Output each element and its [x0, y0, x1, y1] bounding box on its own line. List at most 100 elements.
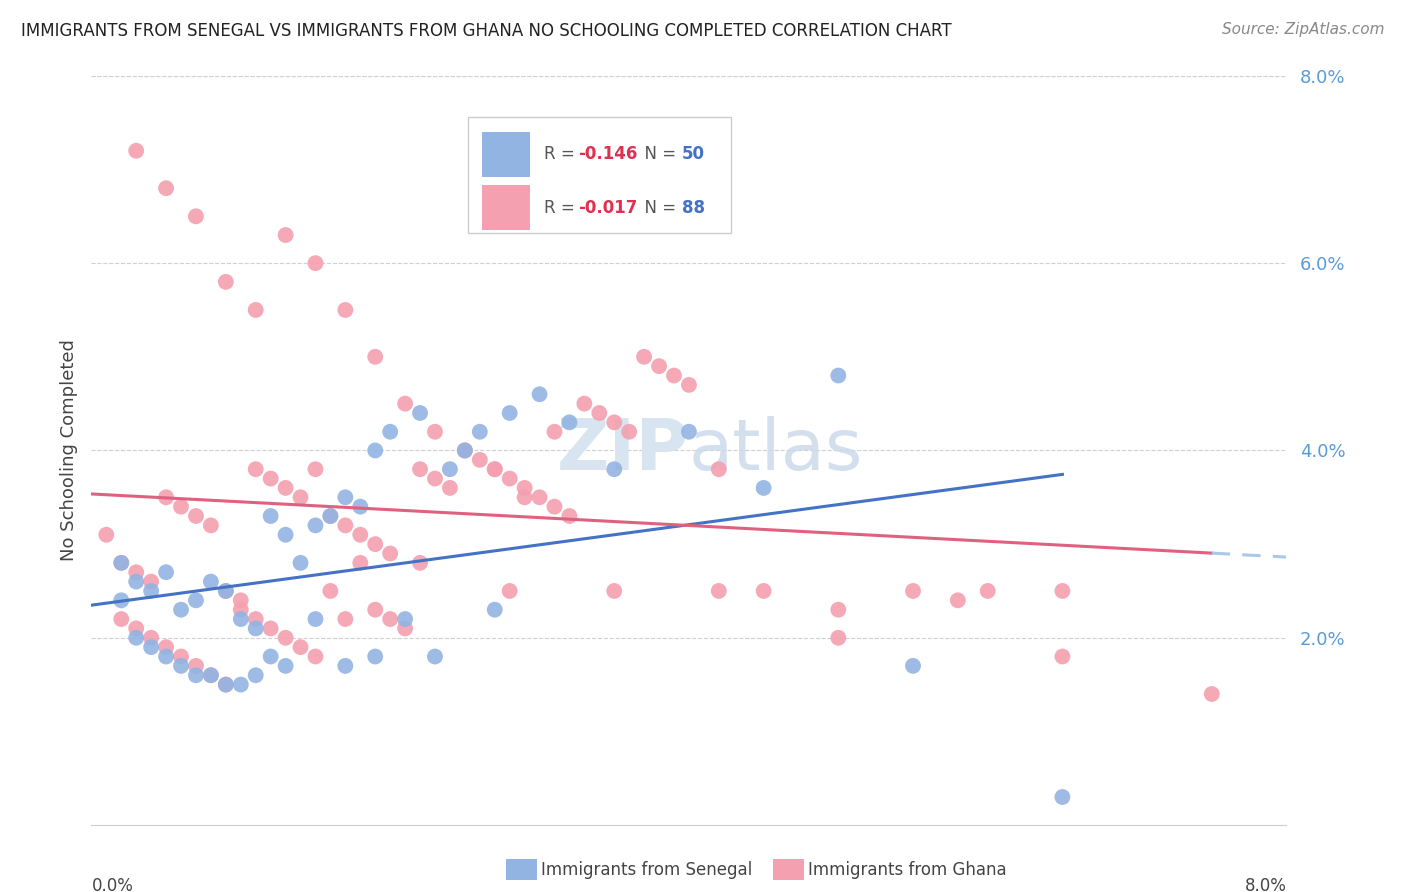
Point [529, 387, 551, 401]
Point [707, 583, 730, 598]
Point [319, 508, 342, 523]
Point [1052, 790, 1074, 805]
Point [648, 359, 671, 373]
Point [96, 527, 118, 541]
Point [364, 603, 387, 617]
Point [454, 443, 477, 458]
Point [184, 209, 207, 223]
Text: IMMIGRANTS FROM SENEGAL VS IMMIGRANTS FROM GHANA NO SCHOOLING COMPLETED CORRELAT: IMMIGRANTS FROM SENEGAL VS IMMIGRANTS FR… [21, 22, 952, 40]
Point [304, 462, 326, 476]
Point [678, 425, 700, 439]
Point [558, 415, 581, 429]
Text: N =: N = [634, 145, 682, 163]
Point [423, 649, 446, 664]
Point [319, 583, 342, 598]
Point [349, 500, 371, 514]
Point [170, 603, 193, 617]
Point [141, 574, 162, 589]
Point [170, 658, 193, 673]
Point [378, 425, 402, 439]
Point [394, 612, 416, 626]
Point [304, 649, 326, 664]
Point [901, 583, 924, 598]
Point [588, 406, 610, 420]
Text: 8.0%: 8.0% [1244, 877, 1286, 892]
Point [229, 678, 252, 692]
Point [543, 425, 565, 439]
Text: atlas: atlas [689, 416, 863, 485]
Point [215, 678, 238, 692]
Point [364, 443, 387, 458]
Point [454, 443, 477, 458]
Point [574, 396, 596, 410]
Point [170, 649, 193, 664]
Point [155, 181, 177, 195]
FancyBboxPatch shape [468, 117, 731, 233]
Point [423, 425, 446, 439]
Point [335, 302, 357, 317]
Point [752, 481, 775, 495]
Point [170, 500, 193, 514]
Point [946, 593, 969, 607]
Point [274, 481, 297, 495]
Point [245, 612, 267, 626]
Point [200, 668, 222, 682]
Point [498, 406, 520, 420]
Point [290, 640, 312, 655]
Point [335, 612, 357, 626]
Point [827, 368, 849, 383]
Point [468, 452, 491, 467]
Text: 0.0%: 0.0% [91, 877, 134, 892]
Point [259, 471, 281, 485]
Text: Immigrants from Ghana: Immigrants from Ghana [808, 861, 1007, 879]
Point [423, 471, 446, 485]
Y-axis label: No Schooling Completed: No Schooling Completed [59, 340, 77, 561]
Point [543, 500, 565, 514]
Point [484, 462, 506, 476]
Point [141, 583, 162, 598]
Point [335, 658, 357, 673]
Point [1201, 687, 1223, 701]
Point [200, 574, 222, 589]
Point [364, 350, 387, 364]
Point [125, 574, 148, 589]
Point [335, 490, 357, 504]
Point [498, 471, 520, 485]
Point [184, 668, 207, 682]
Point [259, 621, 281, 635]
Point [394, 621, 416, 635]
Point [110, 556, 132, 570]
Point [529, 490, 551, 504]
Point [155, 649, 177, 664]
Point [633, 350, 655, 364]
Point [304, 612, 326, 626]
Point [125, 144, 148, 158]
Point [155, 566, 177, 580]
Point [378, 612, 402, 626]
Point [901, 658, 924, 673]
Point [200, 518, 222, 533]
Point [513, 481, 536, 495]
Point [439, 481, 461, 495]
Point [274, 631, 297, 645]
Point [349, 556, 371, 570]
Bar [482, 186, 530, 230]
Point [513, 490, 536, 504]
Point [141, 631, 162, 645]
Point [498, 583, 520, 598]
Text: -0.017: -0.017 [578, 199, 637, 217]
Point [335, 518, 357, 533]
Point [484, 603, 506, 617]
Bar [482, 132, 530, 177]
Point [1052, 583, 1074, 598]
Point [229, 593, 252, 607]
Point [184, 593, 207, 607]
Text: 50: 50 [682, 145, 704, 163]
Point [290, 490, 312, 504]
Point [304, 256, 326, 270]
Point [155, 640, 177, 655]
Point [184, 658, 207, 673]
Point [110, 556, 132, 570]
Point [364, 537, 387, 551]
Point [976, 583, 998, 598]
